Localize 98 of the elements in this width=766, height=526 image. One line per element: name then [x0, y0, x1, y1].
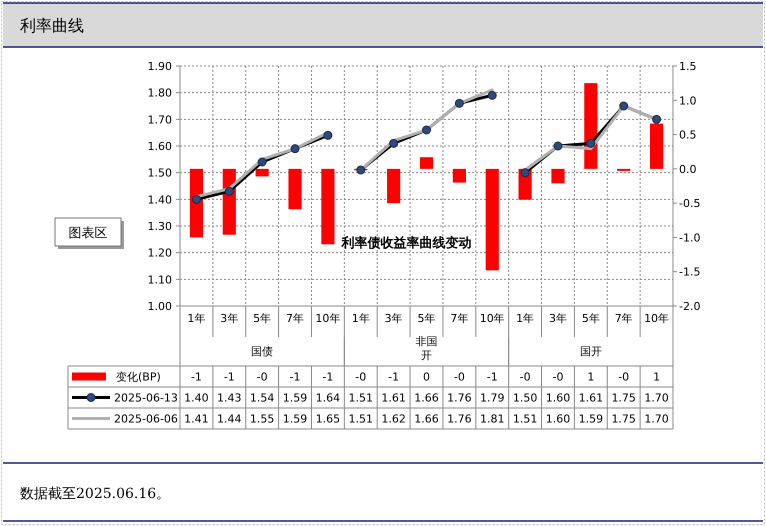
text: 利率债收益率曲线变动 [340, 235, 472, 251]
x-tick-label: 7年 [614, 312, 633, 325]
data-label: 1.59 [282, 392, 308, 404]
y2-tick-label: -1.0 [679, 231, 700, 244]
data-label: 1.75 [611, 392, 636, 404]
x-tick-label: 5年 [582, 312, 600, 325]
bar [551, 168, 565, 184]
data-label: 1.66 [414, 392, 439, 404]
bar [486, 168, 499, 270]
legend-label: 2025-06-13 [114, 392, 178, 404]
text: 非国开 [416, 335, 438, 362]
x-tick-label: 5年 [418, 312, 436, 325]
data-label: 1.81 [480, 412, 504, 426]
y2-tick-label: -0.5 [679, 197, 700, 210]
data-label: 1.64 [316, 392, 340, 404]
bar [288, 168, 302, 210]
bar [256, 168, 269, 176]
data-label: 1.44 [217, 412, 242, 426]
data-label: 1.50 [512, 392, 538, 404]
x-tick-label: 3年 [220, 312, 238, 325]
data-label: -1 [224, 370, 235, 384]
bar [650, 124, 664, 169]
data-label: 1.59 [578, 412, 604, 426]
y2-tick-label: 1.5 [679, 60, 696, 73]
data-label: 1.54 [250, 392, 274, 404]
x-tick-label: 10年 [315, 312, 340, 325]
data-label: 1.66 [414, 412, 439, 426]
data-label: 1.75 [611, 412, 636, 426]
y-tick-label: 1.50 [148, 166, 172, 180]
bar [190, 168, 204, 238]
data-label: 1.60 [546, 412, 570, 426]
legend-label: 变化(BP) [116, 370, 161, 384]
y2-tick-label: 0.5 [679, 128, 696, 142]
data-label: 1.51 [348, 392, 374, 404]
data-label: -1 [486, 370, 498, 384]
bar [420, 157, 434, 169]
data-label: 1 [587, 370, 594, 384]
x-tick-label: 10年 [644, 312, 670, 325]
legend-label: 2025-06-06 [114, 412, 178, 426]
data-label: -0 [552, 370, 564, 384]
y-tick-label: 1.10 [148, 273, 172, 286]
data-label: 1.59 [282, 412, 308, 426]
x-tick-label: 10年 [480, 312, 505, 325]
y-tick-label: 1.70 [148, 113, 172, 126]
data-label: 1.65 [316, 412, 340, 426]
y-tick-label: 1.60 [148, 140, 172, 153]
y-tick-label: 1.90 [148, 60, 172, 73]
data-label: 1.70 [644, 412, 669, 426]
bar [452, 168, 466, 183]
data-label: 1.61 [381, 392, 406, 404]
y-tick-label: 1.20 [148, 246, 172, 260]
y2-tick-label: 1.0 [679, 94, 696, 108]
y-tick-label: 1.00 [148, 300, 172, 313]
x-tick-label: 1年 [516, 312, 534, 325]
data-label: 1.51 [512, 412, 538, 426]
data-label: -0 [454, 370, 465, 384]
x-tick-label: 7年 [450, 312, 468, 325]
data-label: 1.61 [578, 392, 604, 404]
text: 国开 [580, 345, 602, 358]
data-label: 1.55 [250, 412, 274, 426]
data-label: 1.43 [217, 392, 242, 404]
data-label: 1.70 [644, 392, 669, 404]
data-label: -0 [520, 370, 531, 384]
data-label: 1.60 [546, 392, 570, 404]
x-tick-label: 3年 [384, 312, 403, 325]
data-label: -1 [388, 370, 400, 384]
y2-tick-label: -1.5 [679, 266, 700, 279]
data-label: -0 [256, 370, 268, 384]
text: 国债 [251, 345, 274, 358]
x-tick-label: 1年 [352, 312, 370, 325]
x-tick-label: 1年 [187, 312, 206, 325]
text: 图表区 [68, 226, 108, 241]
data-label: -1 [190, 370, 202, 384]
y-tick-label: 1.80 [148, 86, 172, 100]
x-tick-label: 7年 [286, 312, 304, 325]
data-label: 1 [653, 370, 660, 384]
y-tick-label: 1.40 [148, 193, 172, 206]
text: 利率曲线 [20, 16, 84, 35]
text: 数据截至2025.06.16。 [20, 486, 170, 502]
data-label: 1.62 [381, 412, 406, 426]
data-label: 1.76 [447, 412, 472, 426]
x-tick-label: 5年 [253, 312, 272, 325]
data-label: 1.76 [447, 392, 472, 404]
y-tick-label: 1.30 [148, 220, 172, 233]
bar [387, 168, 400, 204]
data-label: -0 [618, 370, 630, 384]
data-label: 1.41 [184, 412, 209, 426]
data-label: -1 [322, 370, 334, 384]
bar [321, 168, 334, 244]
x-tick-label: 3年 [548, 312, 567, 325]
y2-tick-label: 0.0 [679, 162, 696, 176]
data-label: 1.79 [480, 392, 504, 404]
data-label: -1 [290, 370, 301, 384]
data-label: -0 [355, 370, 366, 384]
data-label: 1.51 [348, 412, 374, 426]
y2-tick-label: -2.0 [679, 300, 700, 313]
data-label: 1.40 [184, 392, 209, 404]
data-label: 0 [423, 370, 430, 384]
